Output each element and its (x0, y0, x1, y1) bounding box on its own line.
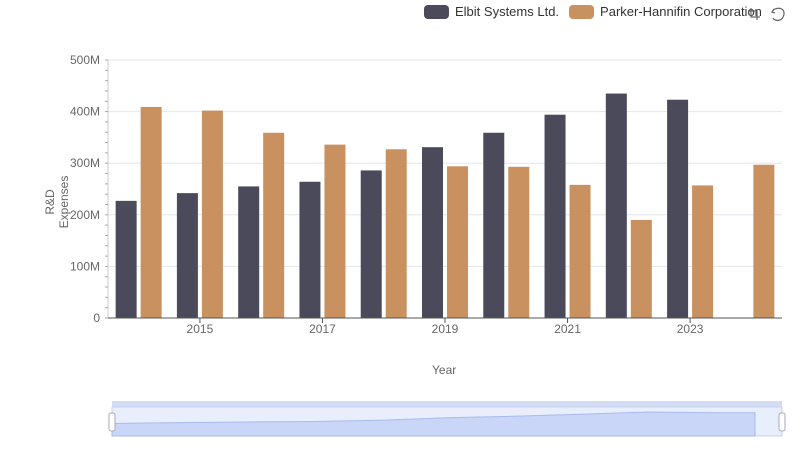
bar-elbit-2019[interactable] (422, 147, 443, 318)
bar-parker-2015[interactable] (201, 110, 223, 319)
y-tick-label: 100M (70, 259, 100, 273)
bar-parker-2020[interactable] (508, 166, 530, 318)
legend-swatch-elbit (424, 4, 449, 19)
bar-parker-2014[interactable] (140, 106, 162, 319)
bar-elbit-2021[interactable] (544, 114, 566, 318)
zoom-handle-right[interactable] (778, 412, 786, 432)
bar-elbit-2016[interactable] (238, 186, 260, 318)
y-axis-title: R&D Expenses (43, 175, 71, 229)
bar-elbit-2020[interactable] (483, 132, 505, 318)
bars (115, 93, 775, 319)
x-tick-label: 2023 (677, 322, 704, 336)
toolbox (746, 6, 786, 22)
data-zoom-slider[interactable] (108, 401, 786, 437)
y-axis: 0 100M 200M 300M 400M 500M (70, 53, 109, 325)
bar-parker-2017[interactable] (324, 144, 346, 318)
zoom-icon[interactable] (746, 6, 762, 22)
bar-parker-2019[interactable] (447, 166, 468, 318)
zoom-top-bar[interactable] (112, 401, 782, 407)
y-tick-label: 0 (93, 311, 100, 325)
restore-icon[interactable] (770, 6, 786, 22)
bar-elbit-2017[interactable] (299, 181, 321, 318)
bar-elbit-2023[interactable] (667, 99, 689, 319)
legend-item-elbit[interactable]: Elbit Systems Ltd. (424, 4, 559, 19)
legend-item-parker[interactable]: Parker-Hannifin Corporation (569, 4, 762, 19)
bar-parker-2023[interactable] (692, 185, 714, 318)
zoom-preview-area (111, 411, 756, 437)
bar-elbit-2022[interactable] (605, 93, 627, 318)
x-tick-label: 2021 (554, 322, 581, 336)
bar-elbit-2015[interactable] (176, 193, 198, 318)
x-tick-label: 2019 (432, 322, 459, 336)
bar-parker-2021[interactable] (569, 184, 591, 318)
bar-elbit-2014[interactable] (115, 200, 137, 318)
zoom-handle-left[interactable] (108, 412, 116, 432)
legend: Elbit Systems Ltd. Parker-Hannifin Corpo… (424, 4, 772, 19)
y-tick-label: 400M (70, 105, 100, 119)
legend-label-elbit: Elbit Systems Ltd. (455, 4, 560, 19)
bar-elbit-2018[interactable] (360, 170, 382, 318)
y-tick-label: 200M (70, 208, 100, 222)
bar-parker-2022[interactable] (630, 219, 652, 318)
legend-swatch-parker (569, 4, 595, 19)
bar-parker-2024[interactable] (753, 164, 775, 318)
x-tick-label: 2015 (187, 322, 214, 336)
x-axis: 2015 2017 2019 2021 2023 (108, 317, 782, 336)
x-axis-title: Year (432, 363, 457, 377)
y-tick-label: 300M (70, 156, 100, 170)
bar-parker-2016[interactable] (263, 132, 285, 318)
x-tick-label: 2017 (309, 322, 336, 336)
legend-label-parker: Parker-Hannifin Corporation (600, 4, 762, 19)
y-tick-label: 500M (70, 53, 100, 67)
bar-parker-2018[interactable] (385, 149, 407, 318)
